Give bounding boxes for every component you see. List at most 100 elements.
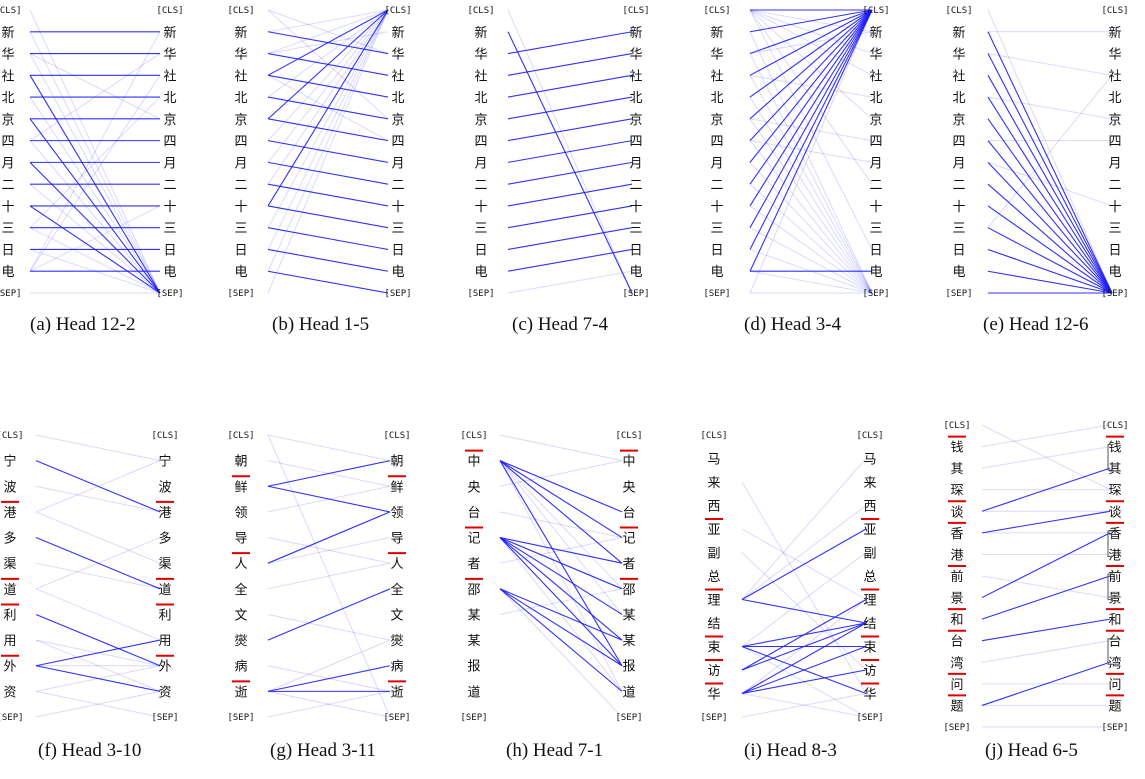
attention-line-strong [741,622,867,694]
token-left: [SEP] [460,713,487,723]
token-left: 二 [1,178,14,193]
token-right: 问 [1108,678,1121,693]
token-left: 结 [707,617,720,632]
token-right: 电 [1108,265,1121,280]
attention-line-weak [35,434,161,462]
token-left: 理 [707,594,720,609]
panel-caption: (j) Head 6-5 [985,740,1078,761]
attention-line-strong [35,537,161,590]
token-left: 二 [710,178,723,193]
token-left: 港 [3,506,16,521]
token-left: [CLS] [227,6,254,16]
token-left: 电 [952,265,965,280]
attention-line-strong [499,537,623,564]
panel-caption: (i) Head 8-3 [744,740,837,761]
token-left: 某 [467,634,480,649]
token-left: 副 [707,547,720,562]
token-right: 华 [869,48,882,63]
attention-line-strong [35,613,161,667]
attention-line-weak [267,434,391,718]
attention-line-weak [267,690,391,718]
attention-line-strong [741,669,867,695]
token-left: [SEP] [700,713,727,723]
token-left: 鲜 [234,480,247,495]
attention-line-weak [987,53,1113,76]
token-right: 北 [629,91,642,106]
attention-line-strong [267,183,389,207]
token-left: 十 [952,200,965,215]
attention-line-weak [749,96,873,294]
attention-line-strong [741,622,867,671]
token-right: 钱 [1108,441,1121,456]
attention-line-strong [499,537,623,641]
attention-line-weak [29,183,161,294]
token-left: 宁 [3,454,16,470]
token-left: 新 [234,25,247,41]
attention-line-strong [499,588,623,641]
token-left: 人 [234,557,247,572]
token-right: [SEP] [1101,289,1128,299]
token-left: 束 [707,641,720,656]
token-right: 爕 [390,633,403,649]
token-left: 四 [952,135,965,150]
token-left: 社 [1,68,14,84]
attention-line-strong [499,537,623,615]
attention-line-strong [29,205,161,294]
attention-line-strong [987,53,1113,294]
panel-caption: (a) Head 12-2 [30,314,136,335]
token-right: [CLS] [615,431,642,441]
token-right: 京 [163,113,176,128]
token-left: 京 [474,113,487,128]
token-left: [SEP] [945,289,972,299]
attention-line-strong [749,9,873,250]
token-left: 三 [234,222,247,237]
attention-line-weak [267,537,391,564]
token-left: 湾 [950,655,963,671]
token-left: 香 [950,527,963,542]
token-right: 前 [1108,569,1121,585]
attention-line-weak [749,31,873,294]
attention-line-weak [35,588,161,641]
attention-line-strong [749,9,873,141]
token-left: 全 [234,582,247,598]
panel-caption: (c) Head 7-4 [512,314,609,335]
token-right: [SEP] [156,289,183,299]
attention-line-weak [267,9,389,141]
token-left: 朝 [234,455,247,470]
token-left: 月 [1,156,14,171]
panel-caption: (d) Head 3-4 [744,314,842,335]
token-left: [SEP] [943,723,970,733]
token-left: 多 [3,531,16,547]
attention-line-strong [749,9,873,33]
attention-line-strong [987,227,1113,294]
attention-line-strong [749,9,873,163]
token-right: [SEP] [862,289,889,299]
token-right: [CLS] [151,431,178,441]
token-right: 十 [629,200,642,215]
token-right: 京 [391,113,404,128]
attention-line-strong [29,118,161,294]
token-right: 月 [391,156,404,171]
token-left: [CLS] [703,6,730,16]
attention-line-weak [987,96,1113,120]
attention-line-strong [981,575,1111,620]
token-right: 四 [1108,135,1121,150]
token-left: 四 [474,135,487,150]
token-left: 波 [3,480,16,495]
attention-line-strong [267,74,389,98]
token-left: [CLS] [227,431,254,441]
token-right: 某 [622,634,635,649]
token-right: 谈 [1108,505,1121,520]
token-left: 台 [950,635,963,650]
attention-line-strong [981,467,1111,512]
token-left: 京 [1,113,14,128]
token-left: 外 [3,660,16,675]
token-left: 中 [467,455,480,470]
token-right: 电 [869,265,882,280]
token-right: 和 [1108,613,1121,628]
token-right: [CLS] [1101,6,1128,16]
token-left: 新 [474,25,487,41]
